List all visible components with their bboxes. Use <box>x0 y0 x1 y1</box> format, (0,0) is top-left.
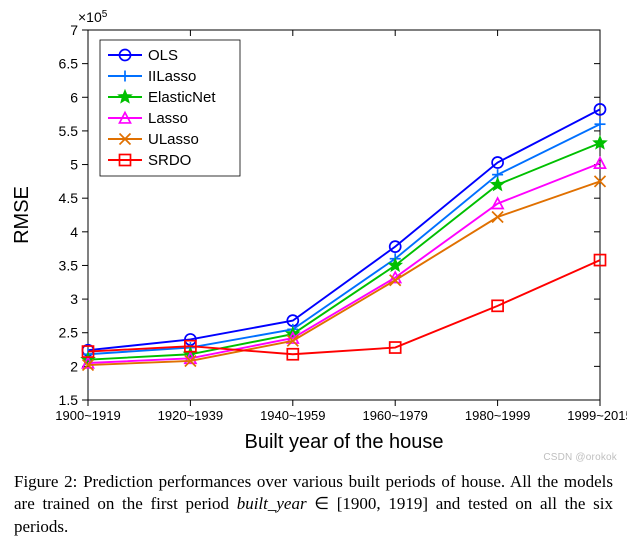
svg-text:ElasticNet: ElasticNet <box>148 89 216 106</box>
svg-text:6.5: 6.5 <box>59 56 79 72</box>
svg-text:4.5: 4.5 <box>59 190 79 206</box>
watermark: CSDN @orokok <box>543 452 617 463</box>
svg-text:1900~1919: 1900~1919 <box>55 408 120 423</box>
svg-text:1940~1959: 1940~1959 <box>260 408 325 423</box>
svg-text:2: 2 <box>70 358 78 374</box>
svg-text:IILasso: IILasso <box>148 68 196 85</box>
svg-text:OLS: OLS <box>148 47 178 64</box>
svg-text:3.5: 3.5 <box>59 257 79 273</box>
svg-text:5.5: 5.5 <box>59 123 79 139</box>
svg-text:4: 4 <box>70 224 78 240</box>
svg-text:7: 7 <box>70 22 78 38</box>
svg-text:3: 3 <box>70 291 78 307</box>
caption-math: built_year <box>237 494 307 513</box>
svg-text:5: 5 <box>70 157 78 173</box>
svg-text:RMSE: RMSE <box>11 186 33 244</box>
chart-container: 1.5 2 2.5 3 3.5 4 4.5 5 5.5 6 6.5 7 1900~1919 1920~19… <box>0 0 627 463</box>
svg-text:1.5: 1.5 <box>59 392 79 408</box>
svg-text:Lasso: Lasso <box>148 110 188 127</box>
svg-text:Built year of the house: Built year of the house <box>244 431 443 453</box>
svg-text:1980~1999: 1980~1999 <box>465 408 530 423</box>
svg-text:2.5: 2.5 <box>59 325 79 341</box>
svg-text:ULasso: ULasso <box>148 131 199 148</box>
svg-text:1920~1939: 1920~1939 <box>158 408 223 423</box>
svg-text:1999~2015: 1999~2015 <box>567 408 627 423</box>
svg-text:1960~1979: 1960~1979 <box>362 408 427 423</box>
svg-text:SRDO: SRDO <box>148 152 191 169</box>
svg-text:6: 6 <box>70 89 78 105</box>
line-chart: 1.5 2 2.5 3 3.5 4 4.5 5 5.5 6 6.5 7 1900~1919 1920~19… <box>0 0 627 463</box>
figure-caption: Figure 2: Prediction performances over v… <box>0 463 627 538</box>
